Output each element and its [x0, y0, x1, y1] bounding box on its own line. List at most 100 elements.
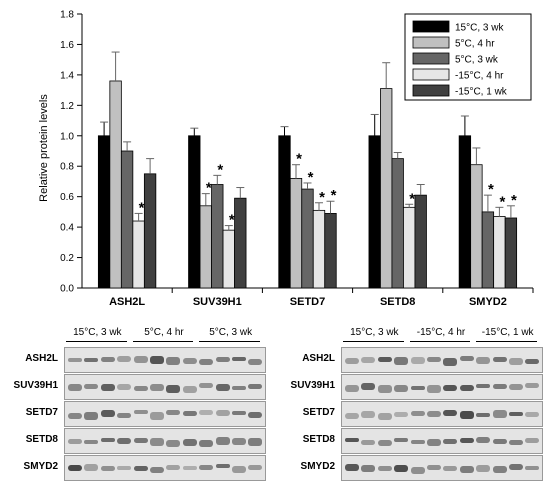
blot-lane-label: SETD8	[302, 434, 335, 445]
blot-band	[232, 385, 246, 390]
blot-band	[459, 385, 474, 392]
blot-group-label: 15°C, 3 wk	[73, 327, 122, 338]
blot-band	[100, 465, 115, 471]
blot-lane-label: SMYD2	[300, 461, 335, 472]
legend-entry: 5°C, 4 hr	[455, 39, 495, 50]
significance-star: *	[499, 193, 505, 210]
y-tick-label: 0.6	[60, 192, 74, 203]
bar	[368, 135, 381, 289]
bar	[403, 206, 416, 289]
blot-band	[199, 464, 214, 471]
blot-band	[182, 385, 197, 393]
blot-band	[476, 383, 491, 389]
blot-band	[150, 356, 164, 364]
blot-band	[117, 356, 132, 363]
blot-band	[427, 385, 441, 393]
blot-band	[68, 465, 82, 471]
blot-lane-label: SUV39H1	[290, 380, 335, 391]
blot-group-underline	[132, 341, 194, 342]
blot-band	[100, 410, 115, 418]
bar	[324, 213, 337, 289]
significance-star: *	[511, 192, 517, 209]
y-tick-label: 1.4	[60, 70, 74, 81]
chart-bars: * * * * * * * * * * * *	[97, 51, 518, 289]
blot-band	[427, 356, 441, 362]
bar	[143, 173, 157, 289]
legend-swatch	[412, 20, 450, 33]
blot-band	[394, 464, 409, 472]
significance-star: *	[206, 180, 212, 197]
blot-band	[509, 411, 523, 417]
legend-entry: 5°C, 3 wk	[455, 55, 499, 66]
blot-band	[476, 465, 491, 473]
y-tick-label: 0.8	[60, 162, 74, 173]
y-tick-label: 1.6	[60, 40, 74, 51]
blot-band	[215, 356, 230, 362]
blot-lane-label: SETD7	[302, 407, 335, 418]
blot-group-underline	[476, 341, 537, 342]
bar	[312, 209, 326, 289]
blot-band	[68, 438, 82, 444]
blot-band	[394, 437, 409, 443]
blot-band	[248, 464, 263, 471]
blot-strip	[64, 347, 266, 373]
bar	[289, 177, 303, 289]
blot-band	[133, 385, 148, 392]
blot-band	[345, 464, 359, 471]
blot-band	[492, 466, 507, 474]
blot-band	[525, 358, 540, 365]
blot-band	[525, 466, 540, 471]
bar	[481, 211, 495, 289]
blot-band	[525, 383, 540, 388]
x-tick-label: SUV39H1	[193, 296, 242, 305]
blot-band	[427, 438, 441, 446]
chart-legend: 15°C, 3 wk 5°C, 4 hr 5°C, 3 wk -15°C, 4 hr -…	[404, 13, 532, 101]
blot-group-label: -15°C, 1 wk	[481, 327, 534, 338]
blot-band	[443, 465, 458, 471]
legend-entry: -15°C, 1 wk	[455, 87, 508, 98]
blot-band	[232, 357, 246, 362]
y-tick-label: 1.8	[60, 10, 74, 21]
bar	[493, 216, 506, 289]
blot-band	[100, 357, 115, 363]
blot-band	[133, 465, 148, 471]
blot-band	[361, 464, 376, 473]
blot-group-label: 5°C, 4 hr	[144, 327, 184, 338]
bar-chart: 0.0 0.2 0.4 0.6 0.8 1.0 1.2 1.4 1.6 1.8 ASH2L SUV39…	[38, 10, 534, 305]
significance-star: *	[331, 187, 337, 204]
blot-band	[166, 410, 181, 416]
blot-lane-label: SMYD2	[23, 461, 58, 472]
blot-group-label: 5°C, 3 wk	[209, 327, 253, 338]
blot-band	[492, 438, 507, 444]
blot-band	[410, 357, 425, 364]
blot-band	[133, 438, 148, 443]
x-tick-label: ASH2L	[109, 296, 145, 305]
blot-band	[150, 466, 164, 474]
blot-band	[377, 439, 392, 447]
significance-star: *	[296, 151, 302, 168]
blot-band	[248, 384, 263, 389]
blot-band	[117, 465, 132, 470]
blot-band	[68, 384, 82, 392]
significance-star: *	[139, 199, 145, 216]
bar	[380, 88, 393, 289]
blot-band	[459, 356, 474, 361]
blot-band	[410, 411, 425, 416]
blot-strip	[64, 374, 266, 400]
blot-band	[345, 437, 359, 442]
blot-band	[182, 357, 197, 365]
blot-band	[525, 438, 540, 444]
blot-band	[476, 412, 491, 418]
legend-entry: -15°C, 4 hr	[455, 71, 504, 82]
blot-band	[84, 439, 99, 444]
blot-band	[199, 358, 214, 365]
blot-band	[150, 438, 164, 447]
blot-band	[199, 383, 214, 389]
blot-band	[377, 466, 392, 471]
blot-band	[394, 411, 409, 418]
blot-band	[476, 437, 491, 444]
significance-star: *	[319, 189, 325, 206]
bar	[504, 217, 518, 289]
blot-strip	[341, 428, 543, 454]
blot-band	[232, 411, 246, 416]
